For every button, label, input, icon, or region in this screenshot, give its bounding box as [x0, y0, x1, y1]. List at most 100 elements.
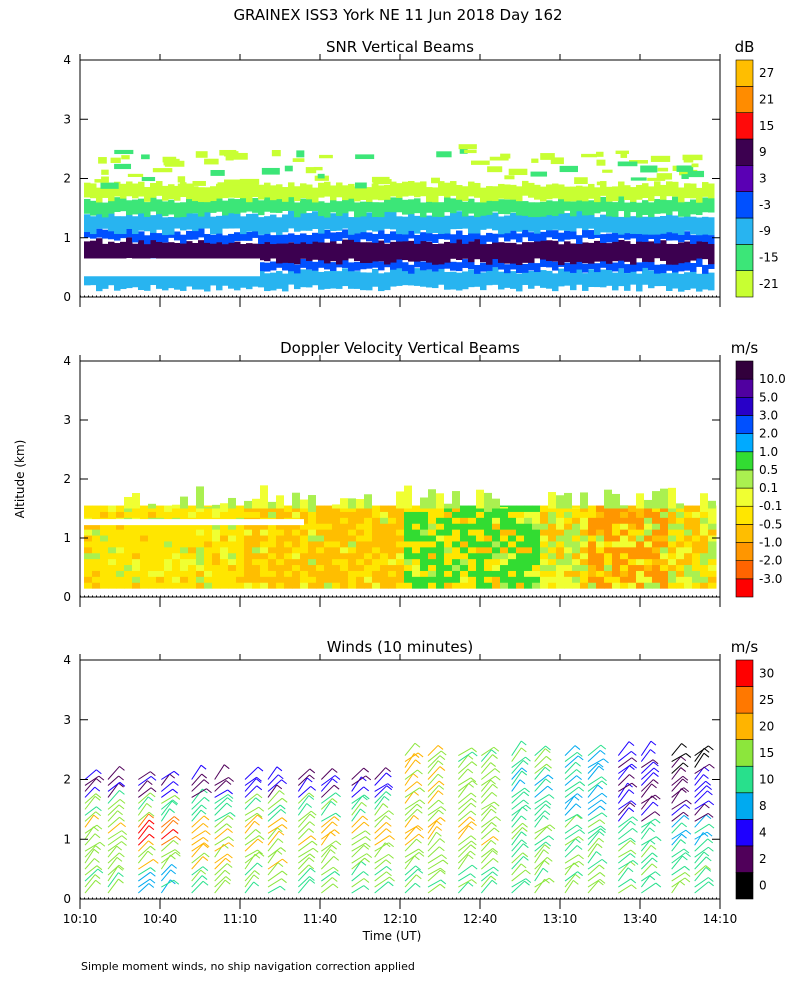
doppler-cell: [564, 517, 573, 524]
snr-cell: [228, 238, 235, 260]
wind-barb-feather: [414, 882, 421, 888]
snr-cell: [486, 262, 493, 271]
doppler-cell: [308, 582, 317, 589]
snr-patch: [296, 150, 305, 158]
wind-barb: [587, 837, 600, 852]
snr-cell: [156, 271, 163, 289]
doppler-cell: [92, 570, 101, 577]
wind-barb-feather: [524, 787, 530, 793]
wind-barb: [511, 880, 525, 894]
doppler-cell: [372, 564, 381, 571]
colorbar-swatch: [735, 415, 754, 434]
snr-cell: [252, 243, 259, 265]
doppler-cell: [292, 492, 300, 509]
wind-barb-feather: [308, 857, 315, 862]
doppler-cell: [388, 558, 397, 566]
doppler-cell: [580, 529, 589, 536]
snr-patch: [354, 182, 367, 189]
doppler-cell: [580, 582, 589, 589]
snr-cell: [216, 215, 223, 234]
snr-cell: [96, 187, 103, 203]
wind-barb-feather: [333, 856, 340, 861]
doppler-cell: [212, 505, 221, 512]
doppler-cell: [484, 564, 493, 571]
doppler-cell: [108, 552, 117, 560]
wind-barb: [107, 852, 120, 864]
wind-barb-feather: [117, 866, 124, 871]
doppler-cell: [84, 564, 93, 571]
doppler-cell: [324, 505, 333, 512]
wind-barb: [427, 846, 440, 858]
wind-barb: [374, 853, 389, 864]
doppler-cell: [204, 576, 213, 583]
snr-cell: [396, 268, 403, 286]
wind-barb-feather: [363, 885, 370, 890]
snr-cell: [234, 199, 241, 214]
wind-barb-feather: [650, 749, 656, 754]
wind-barb-feather: [93, 848, 100, 854]
snr-cell: [318, 239, 325, 261]
snr-cell: [312, 211, 319, 229]
snr-patch: [500, 153, 511, 159]
doppler-cell: [308, 564, 317, 571]
snr-cell: [534, 184, 541, 200]
doppler-cell: [388, 529, 397, 536]
snr-cell: [348, 262, 355, 272]
wind-barb: [191, 815, 205, 828]
wind-barb-feather: [545, 800, 552, 806]
doppler-cell: [604, 489, 612, 509]
doppler-cell: [396, 517, 405, 524]
doppler-cell: [540, 570, 549, 577]
doppler-cell: [372, 511, 381, 518]
wind-barb-feather: [200, 869, 207, 875]
wind-barb: [267, 838, 279, 852]
doppler-cell: [116, 582, 125, 589]
snr-cell: [240, 197, 247, 213]
doppler-cell: [484, 552, 493, 560]
wind-barb-feather: [279, 804, 286, 810]
snr-cell: [168, 270, 175, 289]
doppler-cell: [644, 552, 653, 560]
doppler-cell: [620, 558, 629, 566]
doppler-cell: [620, 582, 629, 589]
y-tick-label: 2: [63, 472, 71, 486]
doppler-cell: [588, 564, 597, 571]
snr-cell: [648, 241, 655, 263]
wind-barb: [267, 862, 279, 876]
doppler-cell: [492, 570, 501, 577]
doppler-cell: [292, 570, 301, 577]
doppler-cell: [676, 503, 684, 509]
wind-barb-feather: [547, 774, 554, 780]
wind-barb: [244, 797, 257, 810]
doppler-cell: [244, 558, 253, 566]
wind-barb: [404, 825, 419, 834]
wind-barb-feather: [629, 802, 636, 808]
doppler-cell: [540, 546, 549, 554]
doppler-cell: [92, 523, 101, 530]
wind-barb-feather: [121, 830, 128, 836]
doppler-cell: [412, 576, 421, 583]
snr-cell: [564, 267, 571, 286]
snr-cell: [318, 201, 325, 217]
wind-barb: [404, 769, 418, 780]
wind-barb-feather: [119, 766, 125, 771]
wind-barb: [534, 766, 546, 780]
snr-cell: [432, 202, 439, 217]
wind-barb: [694, 780, 707, 792]
wind-barb: [191, 856, 204, 870]
snr-cell: [468, 215, 475, 234]
doppler-cell: [156, 535, 165, 542]
wind-barb: [160, 808, 171, 822]
doppler-cell: [476, 517, 485, 524]
snr-cell: [408, 267, 415, 286]
snr-cell: [660, 216, 667, 234]
doppler-cell: [396, 546, 405, 554]
wind-barb-feather: [493, 801, 500, 807]
doppler-cell: [340, 529, 349, 536]
doppler-cell: [92, 511, 101, 518]
doppler-cell: [580, 492, 588, 509]
wind-barb-feather: [577, 755, 584, 761]
snr-cell: [192, 230, 199, 240]
wind-barb-feather: [599, 805, 606, 811]
wind-barb-feather: [93, 826, 99, 832]
